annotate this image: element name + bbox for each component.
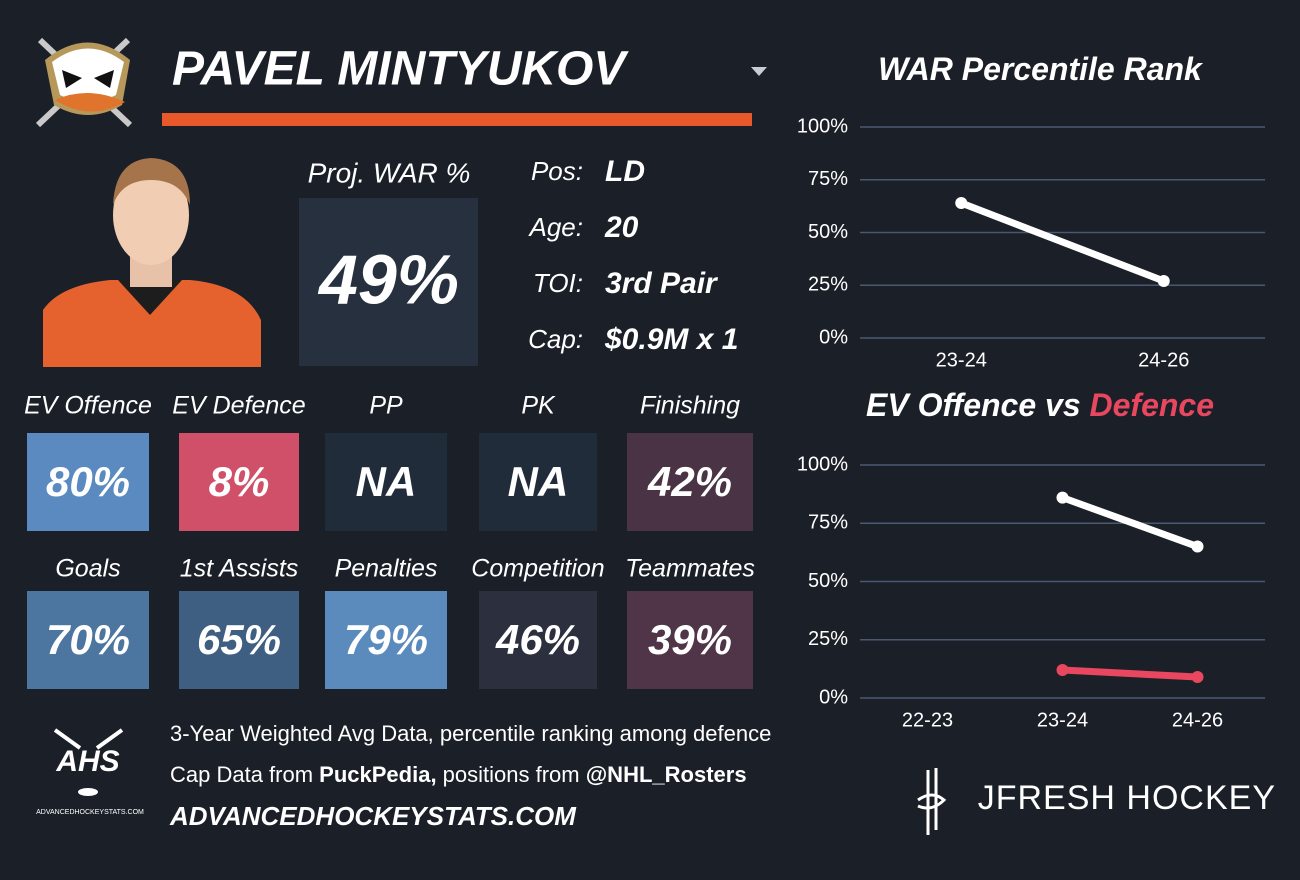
proj-war-box [299, 198, 478, 366]
info-label: Cap: [528, 324, 583, 354]
info-value: $0.9M x 1 [604, 323, 738, 356]
info-value: 3rd Pair [605, 267, 719, 300]
chart-title-highlight: Defence [1090, 387, 1215, 423]
tile-value: 39% [648, 616, 732, 663]
tile [179, 433, 299, 531]
footer-url: ADVANCEDHOCKEYSTATS.COM [169, 801, 577, 831]
tile [325, 591, 447, 689]
credit-text: positions from [437, 762, 586, 787]
player-name: PAVEL MINTYUKOV [172, 43, 629, 96]
tile-label: EV Defence [172, 392, 305, 420]
tile-label: EV Offence [24, 392, 152, 420]
y-tick-label: 50% [808, 570, 848, 592]
tile-value: NA [356, 458, 417, 505]
tile-label: Finishing [640, 392, 740, 420]
info-value: LD [605, 155, 645, 188]
line-point [1056, 491, 1069, 504]
brand-name: JFRESH HOCKEY [978, 779, 1276, 817]
line [957, 199, 1168, 285]
y-tick-label: 100% [797, 453, 848, 475]
line [1059, 494, 1201, 551]
info-list: Pos: LD Age: 20 TOI: 3rd Pair Cap: $0.9M x 1 [528, 155, 739, 356]
x-tick-label: 23-24 [936, 349, 987, 371]
player-photo [43, 155, 261, 367]
tile-value: NA [508, 458, 569, 505]
chart-title: EV Offence vs Defence [866, 387, 1214, 423]
line-point [1191, 540, 1204, 553]
y-tick-label: 75% [808, 512, 848, 534]
tile-value: 65% [197, 616, 281, 663]
team-logo [35, 37, 133, 128]
y-tick-label: 50% [808, 221, 848, 243]
tile-value: 46% [495, 616, 580, 663]
footer-note: 3-Year Weighted Avg Data, percentile ran… [170, 721, 771, 746]
line-point [955, 196, 968, 209]
tile [479, 591, 597, 689]
y-tick-label: 25% [808, 274, 848, 296]
ahs-logo-text: AHS [55, 745, 119, 778]
y-tick-label: 100% [797, 115, 848, 137]
tile-label: Teammates [625, 555, 755, 583]
charts: WAR Percentile Rank 0% 25% 50% 75% 100% 23-24 2… [797, 51, 1265, 731]
y-tick-label: 0% [819, 686, 848, 708]
tile-label: Penalties [335, 555, 438, 583]
tile [27, 433, 149, 531]
brand-logo [917, 768, 947, 835]
info-label: Age: [528, 212, 584, 242]
tile-grid: EV Offence 80% EV Defence 8% PP NA PK NA Finishi… [24, 392, 755, 689]
tile-value: 79% [344, 616, 428, 663]
tile-value: 70% [46, 616, 130, 663]
tile [627, 591, 753, 689]
tile-value: 42% [647, 458, 732, 505]
y-tick-label: 75% [808, 168, 848, 190]
tile [325, 433, 447, 531]
footer-credits: Cap Data from PuckPedia, positions from … [170, 762, 747, 787]
tile-label: PP [369, 392, 403, 420]
credit-source: PuckPedia, [319, 762, 436, 787]
name-underline [162, 113, 752, 126]
tile [479, 433, 597, 531]
tile-label: Competition [471, 555, 604, 583]
tile [627, 433, 753, 531]
tile-label: 1st Assists [180, 555, 299, 583]
credit-text: Cap Data from [170, 762, 319, 787]
tile-label: Goals [55, 555, 120, 583]
proj-war-label: Proj. WAR % [308, 157, 471, 188]
x-tick-label: 23-24 [1037, 709, 1088, 731]
x-tick-label: 22-23 [902, 709, 953, 731]
chart-title-text: WAR Percentile Rank [878, 51, 1204, 87]
y-tick-label: 0% [819, 326, 848, 348]
tile-value: 80% [46, 458, 130, 505]
tile [27, 591, 149, 689]
chart-title-text: EV Offence vs [866, 387, 1081, 423]
line [1059, 666, 1201, 681]
tile-value: 8% [209, 458, 270, 505]
line-point [1157, 275, 1170, 288]
dropdown-toggle[interactable] [751, 67, 767, 76]
tile-label: PK [521, 392, 556, 420]
info-label: TOI: [533, 268, 583, 298]
ahs-logo-caption: ADVANCEDHOCKEYSTATS.COM [36, 809, 144, 816]
chart-title: WAR Percentile Rank [878, 51, 1204, 87]
x-tick-label: 24-26 [1172, 709, 1223, 731]
credit-source: @NHL_Rosters [586, 762, 747, 787]
line-point [1191, 671, 1204, 684]
x-tick-label: 24-26 [1138, 349, 1189, 371]
y-tick-label: 25% [808, 628, 848, 650]
ahs-logo: AHS ADVANCEDHOCKEYSTATS.COM [36, 728, 144, 816]
tile [179, 591, 299, 689]
proj-war-value: 49% [317, 240, 459, 318]
info-label: Pos: [531, 156, 583, 186]
line-point [1056, 664, 1069, 677]
info-value: 20 [604, 211, 639, 244]
